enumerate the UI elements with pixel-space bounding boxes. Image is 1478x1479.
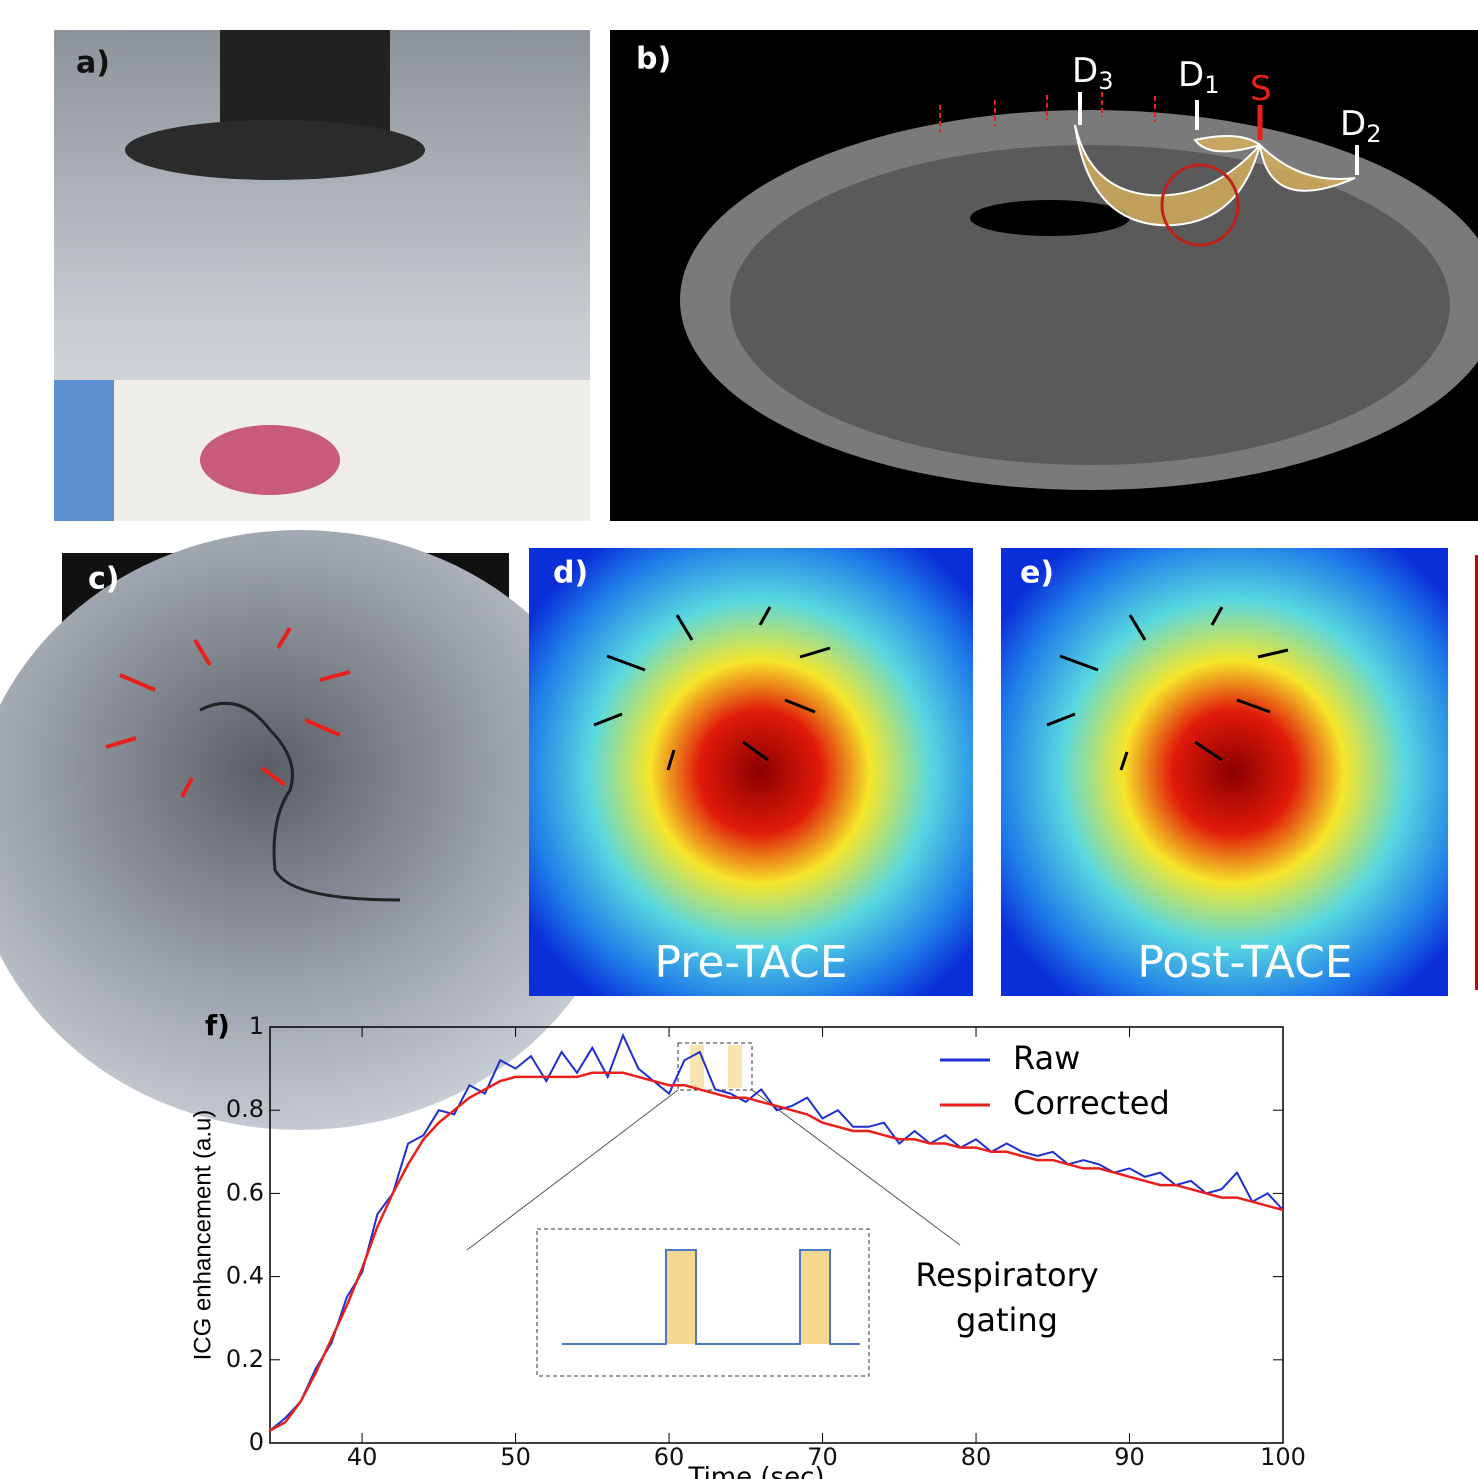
panel-a: a) bbox=[54, 30, 590, 521]
abdomen bbox=[730, 145, 1450, 465]
panel-d: d) Pre-TACE bbox=[529, 548, 973, 996]
legend-label: Raw bbox=[1013, 1039, 1080, 1077]
annotation-text: D bbox=[1072, 51, 1098, 91]
gating-window bbox=[728, 1045, 742, 1088]
fluorescence-image bbox=[529, 548, 973, 996]
zoom-line bbox=[467, 1090, 678, 1250]
x-tick-label: 50 bbox=[500, 1443, 531, 1471]
x-tick-label: 90 bbox=[1114, 1443, 1145, 1471]
annotation: gating bbox=[956, 1301, 1058, 1339]
annotation-text: D bbox=[1178, 55, 1204, 95]
panel-label: f) bbox=[205, 1009, 230, 1042]
annotation-text: S bbox=[1250, 69, 1272, 109]
panel-label: b) bbox=[636, 42, 671, 77]
caption: Post-TACE bbox=[1137, 937, 1352, 988]
gas bbox=[970, 200, 1130, 236]
camera-ring bbox=[125, 120, 425, 180]
y-tick-label: 0.4 bbox=[226, 1262, 264, 1290]
gating-window bbox=[690, 1045, 704, 1088]
zoom-line bbox=[752, 1090, 960, 1245]
y-axis-label: ICG enhancement (a.u) bbox=[189, 1110, 216, 1361]
annotation-subscript: 2 bbox=[1366, 120, 1381, 148]
annotation: Respiratory bbox=[915, 1256, 1098, 1294]
x-tick-label: 100 bbox=[1260, 1443, 1306, 1471]
annotation-subscript: 1 bbox=[1204, 71, 1219, 99]
panel-b: b) D3 D1 S D2 bbox=[610, 30, 1478, 521]
y-tick-label: 1 bbox=[249, 1012, 264, 1040]
x-tick-label: 60 bbox=[654, 1443, 685, 1471]
fluorescence-image bbox=[1001, 548, 1448, 996]
y-tick-label: 0 bbox=[249, 1428, 264, 1456]
panel-e: e) Post-TACE bbox=[1001, 548, 1478, 996]
panel-label: e) bbox=[1020, 556, 1054, 591]
incision bbox=[200, 425, 340, 495]
panel-label: a) bbox=[76, 46, 110, 81]
figure: a) b) D3 D1 S D2 c) bbox=[0, 0, 1478, 1479]
gating-window bbox=[666, 1250, 696, 1344]
blue-drape bbox=[54, 380, 114, 521]
x-tick-label: 40 bbox=[347, 1443, 378, 1471]
x-axis-label: Time (sec) bbox=[687, 1463, 824, 1479]
annotation-subscript: 3 bbox=[1098, 67, 1113, 95]
legend-label: Corrected bbox=[1013, 1084, 1170, 1122]
y-tick-label: 0.6 bbox=[226, 1178, 264, 1206]
panel-label: d) bbox=[553, 556, 588, 591]
y-tick-label: 0.8 bbox=[226, 1095, 264, 1123]
caption: Pre-TACE bbox=[654, 937, 847, 988]
annotation-text: D bbox=[1340, 104, 1366, 144]
panel-label: c) bbox=[88, 562, 120, 597]
y-tick-label: 0.2 bbox=[226, 1345, 264, 1373]
x-tick-label: 80 bbox=[961, 1443, 992, 1471]
gating-window bbox=[800, 1250, 830, 1344]
annotation: S bbox=[1250, 69, 1272, 109]
